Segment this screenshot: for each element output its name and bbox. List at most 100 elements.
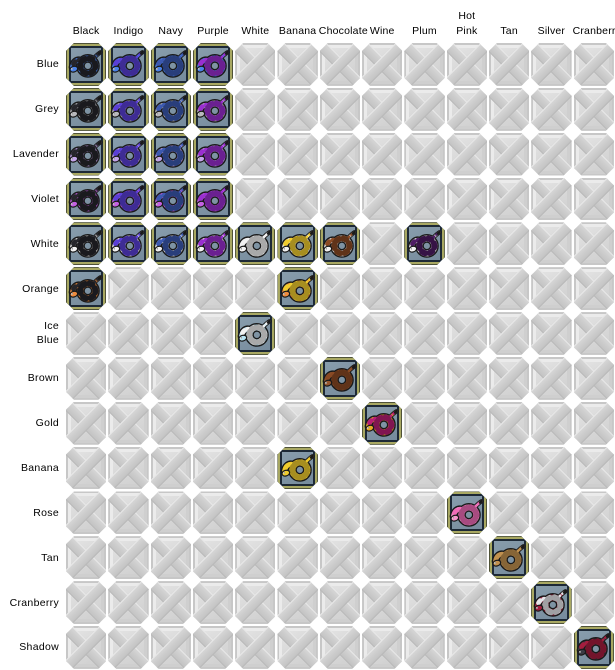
combo-slot-filled[interactable] [193,43,233,86]
cell-white-plum[interactable] [403,221,445,266]
combo-slot-filled[interactable] [320,357,360,400]
cell-white-white[interactable] [234,221,276,266]
combo-slot-filled[interactable] [108,222,148,265]
grid-row-brown: Brown [0,356,615,401]
combo-slot-filled[interactable] [277,222,317,265]
cell-lavender-wine [361,132,403,177]
combo-slot-filled[interactable] [108,43,148,86]
cell-orange-black[interactable] [65,266,107,311]
cell-gold-wine[interactable] [361,401,403,446]
cell-blue-navy[interactable] [150,42,192,87]
combo-slot-empty [447,267,487,310]
combo-slot-empty [574,402,614,445]
cell-grey-purple[interactable] [192,87,234,132]
cell-violet-silver [530,177,572,222]
combo-slot-filled[interactable] [66,133,106,176]
combo-slot-empty [574,222,614,265]
combo-slot-filled[interactable] [447,491,487,534]
cell-blue-purple[interactable] [192,42,234,87]
combo-slot-filled[interactable] [66,178,106,221]
cell-brown-chocolate[interactable] [319,356,361,401]
combo-slot-empty [235,402,275,445]
combo-slot-filled[interactable] [277,267,317,310]
combo-slot-filled[interactable] [320,222,360,265]
combo-slot-empty [277,43,317,86]
cell-white-indigo[interactable] [107,221,149,266]
cell-ice-blue-white[interactable] [234,311,276,356]
combo-slot-filled[interactable] [277,447,317,490]
combo-slot-filled[interactable] [362,402,402,445]
combo-slot-filled[interactable] [108,133,148,176]
combo-slot-filled[interactable] [193,88,233,131]
grid-row-tan: Tan [0,535,615,580]
cell-lavender-navy[interactable] [150,132,192,177]
combo-slot-empty [404,536,444,579]
combo-slot-filled[interactable] [235,312,275,355]
cell-banana-banana[interactable] [276,446,318,491]
combo-slot-filled[interactable] [193,133,233,176]
snake-icon-white-white [237,229,273,259]
cell-tan-chocolate [319,535,361,580]
combo-slot-filled[interactable] [574,626,614,669]
row-label-violet: Violet [31,192,59,205]
combo-slot-filled[interactable] [66,267,106,310]
cell-tan-tan[interactable] [488,535,530,580]
cell-orange-banana[interactable] [276,266,318,311]
cell-blue-indigo[interactable] [107,42,149,87]
combo-slot-filled[interactable] [531,581,571,624]
cell-white-black[interactable] [65,221,107,266]
combo-slot-filled[interactable] [151,133,191,176]
combo-slot-empty [574,581,614,624]
cell-lavender-indigo[interactable] [107,132,149,177]
combo-slot-filled[interactable] [66,43,106,86]
cell-violet-indigo[interactable] [107,177,149,222]
combo-slot-empty [277,581,317,624]
grid-row-banana: Banana [0,446,615,491]
cell-cranberry-silver[interactable] [530,580,572,625]
cell-grey-navy[interactable] [150,87,192,132]
combo-slot-filled[interactable] [235,222,275,265]
combo-slot-filled[interactable] [108,178,148,221]
cell-orange-cranberry [573,266,615,311]
cell-rose-hot-pink[interactable] [446,490,488,535]
cell-cranberry-purple [192,580,234,625]
cell-violet-black[interactable] [65,177,107,222]
cell-grey-indigo[interactable] [107,87,149,132]
cell-grey-black[interactable] [65,87,107,132]
combo-slot-empty [489,357,529,400]
cell-violet-purple[interactable] [192,177,234,222]
combo-slot-filled[interactable] [66,222,106,265]
combo-slot-filled[interactable] [108,88,148,131]
cell-white-purple[interactable] [192,221,234,266]
row-label-grey: Grey [35,103,59,116]
cell-blue-black[interactable] [65,42,107,87]
combo-slot-filled[interactable] [193,222,233,265]
cell-lavender-black[interactable] [65,132,107,177]
cell-cranberry-wine [361,580,403,625]
combo-slot-empty [574,88,614,131]
combo-slot-filled[interactable] [193,178,233,221]
cell-lavender-purple[interactable] [192,132,234,177]
combo-slot-filled[interactable] [151,222,191,265]
cell-brown-black [65,356,107,401]
cell-rose-chocolate [319,490,361,535]
combo-slot-filled[interactable] [404,222,444,265]
combo-slot-filled[interactable] [66,88,106,131]
cell-white-navy[interactable] [150,221,192,266]
combo-slot-empty [235,133,275,176]
cell-white-banana[interactable] [276,221,318,266]
cell-violet-navy[interactable] [150,177,192,222]
cell-white-chocolate[interactable] [319,221,361,266]
combo-slot-empty [108,267,148,310]
combo-slot-filled[interactable] [151,88,191,131]
grid-row-rose: Rose [0,490,615,535]
cell-gold-hot-pink [446,401,488,446]
combo-slot-empty [447,43,487,86]
cell-orange-indigo [107,266,149,311]
combo-slot-filled[interactable] [151,178,191,221]
combo-slot-filled[interactable] [151,43,191,86]
combo-slot-empty [235,357,275,400]
combo-slot-filled[interactable] [489,536,529,579]
cell-shadow-cranberry[interactable] [573,625,615,670]
